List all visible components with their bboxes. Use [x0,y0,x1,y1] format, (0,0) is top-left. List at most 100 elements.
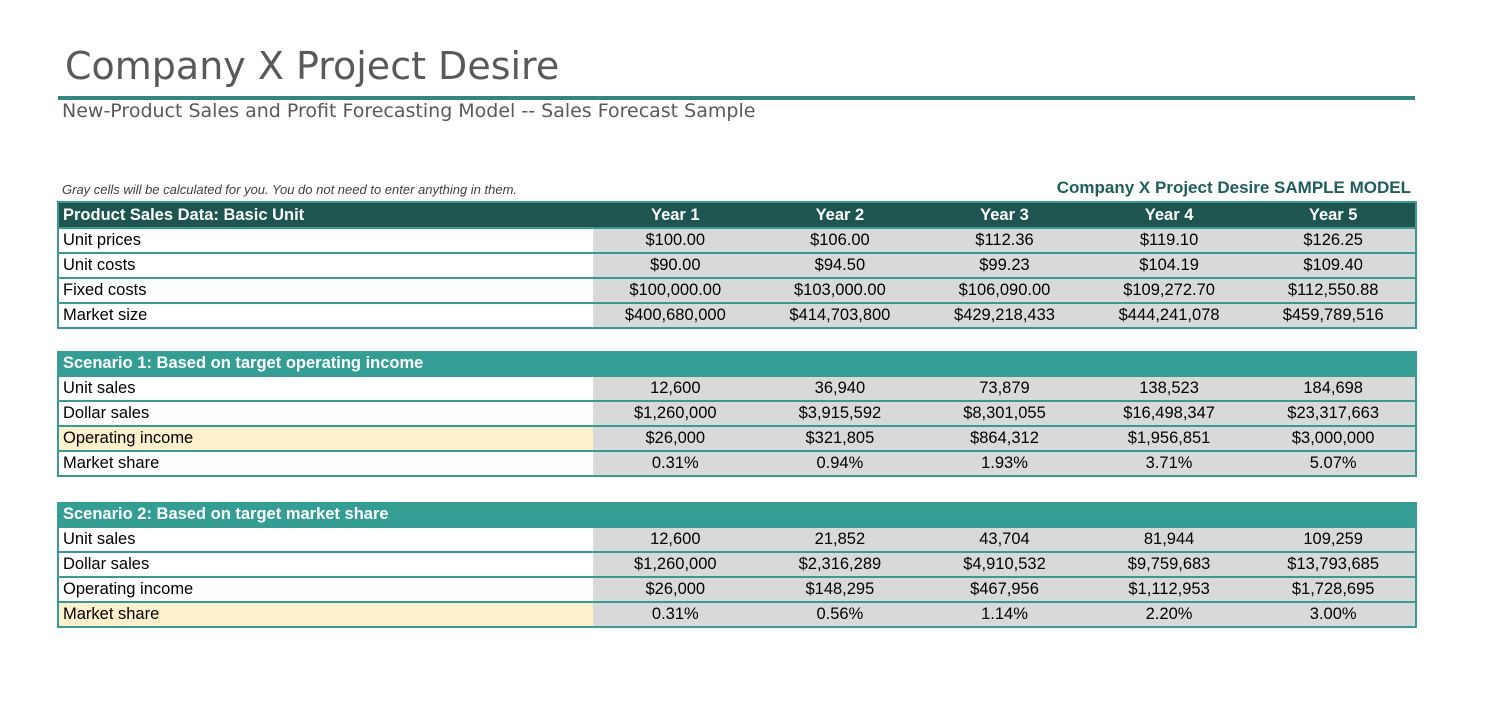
cell[interactable]: $103,000.00 [757,278,923,304]
header-cell[interactable] [593,351,758,377]
cell[interactable]: $112,550.88 [1251,278,1417,304]
cell[interactable]: 2.20% [1086,602,1252,628]
table-row: Unit sales 12,600 21,852 43,704 81,944 1… [57,527,1417,553]
cell[interactable]: $8,301,055 [922,401,1087,427]
cell[interactable]: $400,680,000 [593,303,758,329]
cell[interactable]: $467,956 [922,577,1087,603]
cell[interactable]: $9,759,683 [1086,552,1252,578]
cell[interactable]: 5.07% [1251,451,1417,477]
row-label-input[interactable]: Market share [57,602,593,628]
year-header[interactable]: Year 4 [1086,201,1252,229]
cell[interactable]: $16,498,347 [1086,401,1252,427]
section-title[interactable]: Scenario 1: Based on target operating in… [57,351,593,377]
row-label[interactable]: Market share [57,451,593,477]
cell[interactable]: $459,789,516 [1251,303,1417,329]
cell[interactable]: $13,793,685 [1251,552,1417,578]
cell[interactable]: 109,259 [1251,527,1417,553]
cell[interactable]: 0.56% [757,602,923,628]
table-row: Market share 0.31% 0.94% 1.93% 3.71% 5.0… [57,451,1417,477]
header-cell[interactable] [757,502,923,528]
cell[interactable]: $1,112,953 [1086,577,1252,603]
cell[interactable]: $414,703,800 [757,303,923,329]
cell[interactable]: $109.40 [1251,253,1417,279]
page-subtitle: New-Product Sales and Profit Forecasting… [62,100,756,122]
cell[interactable]: $26,000 [593,426,758,452]
row-label[interactable]: Unit prices [57,228,593,254]
table-header-row: Product Sales Data: Basic Unit Year 1 Ye… [57,201,1417,229]
table-row: Unit prices $100.00 $106.00 $112.36 $119… [57,228,1417,254]
cell[interactable]: $23,317,663 [1251,401,1417,427]
row-label[interactable]: Unit costs [57,253,593,279]
cell[interactable]: 43,704 [922,527,1087,553]
row-label[interactable]: Unit sales [57,376,593,402]
header-cell[interactable] [1251,351,1417,377]
cell[interactable]: $94.50 [757,253,923,279]
year-header[interactable]: Year 1 [593,201,758,229]
cell[interactable]: 12,600 [593,527,758,553]
year-header[interactable]: Year 3 [922,201,1087,229]
cell[interactable]: 3.00% [1251,602,1417,628]
table-header-row: Scenario 1: Based on target operating in… [57,351,1417,377]
cell[interactable]: $26,000 [593,577,758,603]
row-label[interactable]: Dollar sales [57,552,593,578]
row-label[interactable]: Fixed costs [57,278,593,304]
section-title[interactable]: Scenario 2: Based on target market share [57,502,593,528]
cell[interactable]: 3.71% [1086,451,1252,477]
cell[interactable]: $109,272.70 [1086,278,1252,304]
scenario-1-table: Scenario 1: Based on target operating in… [57,351,1417,477]
cell[interactable]: 12,600 [593,376,758,402]
cell[interactable]: $100.00 [593,228,758,254]
cell[interactable]: $4,910,532 [922,552,1087,578]
cell[interactable]: 0.94% [757,451,923,477]
cell[interactable]: $99.23 [922,253,1087,279]
cell[interactable]: 184,698 [1251,376,1417,402]
cell[interactable]: $3,915,592 [757,401,923,427]
row-label[interactable]: Operating income [57,577,593,603]
cell[interactable]: $2,316,289 [757,552,923,578]
cell[interactable]: $1,260,000 [593,552,758,578]
header-cell[interactable] [922,502,1087,528]
cell[interactable]: $1,956,851 [1086,426,1252,452]
header-cell[interactable] [1086,502,1252,528]
cell[interactable]: 81,944 [1086,527,1252,553]
cell[interactable]: 36,940 [757,376,923,402]
cell[interactable]: $100,000.00 [593,278,758,304]
header-cell[interactable] [1251,502,1417,528]
cell[interactable]: 1.93% [922,451,1087,477]
cell[interactable]: $444,241,078 [1086,303,1252,329]
header-cell[interactable] [922,351,1087,377]
header-cell[interactable] [757,351,923,377]
cell[interactable]: $864,312 [922,426,1087,452]
table-row: Dollar sales $1,260,000 $2,316,289 $4,91… [57,552,1417,578]
cell[interactable]: $1,728,695 [1251,577,1417,603]
year-header[interactable]: Year 5 [1251,201,1417,229]
cell[interactable]: 1.14% [922,602,1087,628]
cell[interactable]: $119.10 [1086,228,1252,254]
table-row: Operating income $26,000 $148,295 $467,9… [57,577,1417,603]
cell[interactable]: $106,090.00 [922,278,1087,304]
row-label-input[interactable]: Operating income [57,426,593,452]
cell[interactable]: $1,260,000 [593,401,758,427]
cell[interactable]: $148,295 [757,577,923,603]
cell[interactable]: $90.00 [593,253,758,279]
row-label[interactable]: Unit sales [57,527,593,553]
row-label[interactable]: Dollar sales [57,401,593,427]
cell[interactable]: 0.31% [593,451,758,477]
cell[interactable]: 21,852 [757,527,923,553]
cell[interactable]: $112.36 [922,228,1087,254]
header-cell[interactable] [593,502,758,528]
cell[interactable]: $3,000,000 [1251,426,1417,452]
cell[interactable]: $106.00 [757,228,923,254]
table-row: Market share 0.31% 0.56% 1.14% 2.20% 3.0… [57,602,1417,628]
cell[interactable]: 73,879 [922,376,1087,402]
section-title[interactable]: Product Sales Data: Basic Unit [57,201,593,229]
year-header[interactable]: Year 2 [757,201,923,229]
row-label[interactable]: Market size [57,303,593,329]
cell[interactable]: $104.19 [1086,253,1252,279]
header-cell[interactable] [1086,351,1252,377]
cell[interactable]: $126.25 [1251,228,1417,254]
cell[interactable]: 0.31% [593,602,758,628]
cell[interactable]: 138,523 [1086,376,1252,402]
cell[interactable]: $429,218,433 [922,303,1087,329]
cell[interactable]: $321,805 [757,426,923,452]
